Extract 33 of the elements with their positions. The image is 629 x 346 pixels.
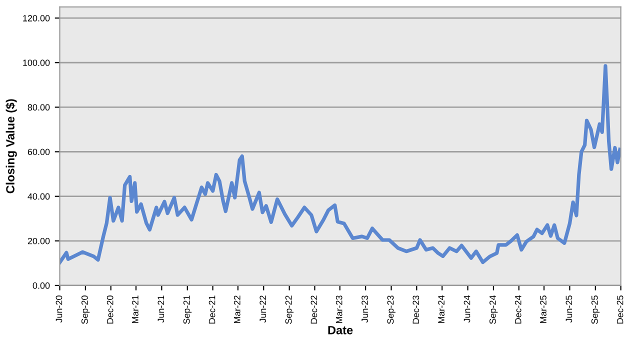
x-tick-label: Sep-21	[183, 296, 192, 324]
y-tick-label: 40.00	[28, 193, 50, 200]
x-tick-label: Mar-22	[234, 296, 240, 324]
x-tick-label: Mar-24	[438, 295, 445, 324]
x-tick-label: Sep-22	[285, 296, 294, 324]
x-tick-label: Sep-24	[490, 295, 498, 324]
x-tick-label: Mar-23	[336, 296, 342, 324]
x-axis-title: Date	[328, 326, 353, 334]
x-tick-label: Mar-25	[540, 296, 546, 324]
x-tick-label: Dec-20	[106, 296, 114, 324]
y-tick-label: 120.00	[23, 15, 50, 22]
x-tick-label: Jun-24	[464, 295, 470, 323]
y-tick-label: 0.00	[32, 282, 50, 289]
line-series	[60, 64, 621, 264]
x-tick-label: Dec-24	[514, 295, 522, 324]
x-tick-label: Jun-21	[158, 296, 164, 323]
y-axis-title: Closing Value ($)	[6, 99, 17, 194]
x-tick-label: Sep-20	[81, 296, 90, 324]
x-tick-label: Jun-23	[362, 296, 368, 323]
x-tick-label: Jun-25	[566, 296, 572, 323]
x-tick-label: Sep-25	[591, 296, 600, 324]
x-tick-label: Dec-21	[208, 296, 216, 324]
y-tick-label: 60.00	[28, 148, 50, 156]
y-tick-label: 80.00	[28, 104, 50, 111]
x-tick-label: Dec-25	[616, 296, 624, 324]
y-tick-label: 100.00	[23, 60, 50, 66]
x-tick-label: Mar-21	[132, 296, 138, 324]
x-tick-label: Dec-23	[412, 296, 420, 324]
x-tick-label: Jun-20	[56, 296, 62, 323]
x-tick-label: Dec-22	[310, 296, 318, 324]
x-tick-label: Jun-22	[260, 296, 266, 323]
x-tick-label: Sep-23	[387, 296, 396, 324]
y-tick-label: 20.00	[28, 238, 50, 244]
